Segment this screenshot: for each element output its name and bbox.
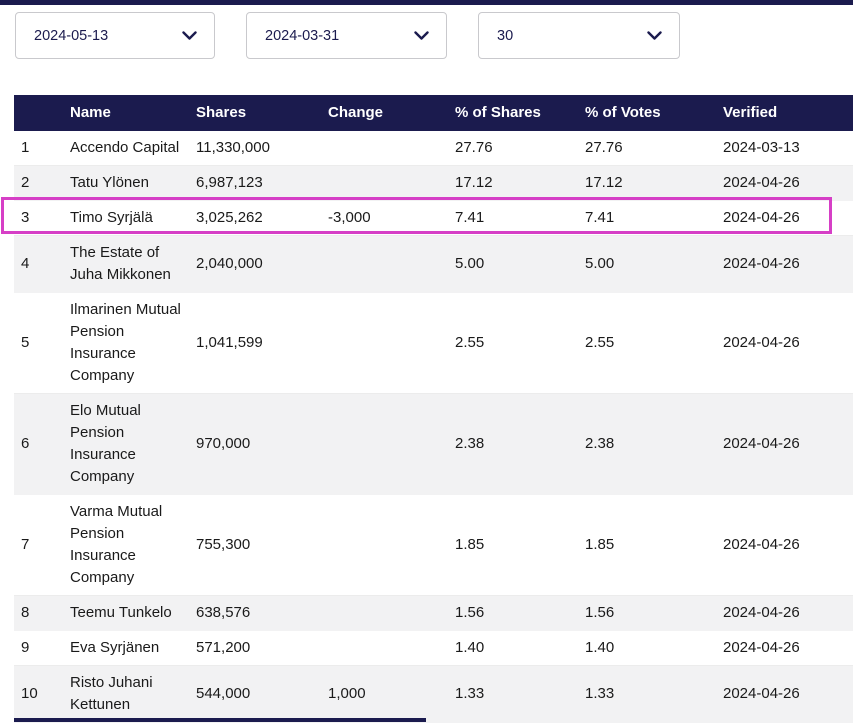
filter-date-2-select[interactable]: 2024-03-31 xyxy=(246,12,447,59)
cell-verified: 2024-04-26 xyxy=(723,639,800,656)
cell-pct_shares: 17.12 xyxy=(455,174,493,191)
col-header-shares: Shares xyxy=(196,104,247,121)
cell-shares: 638,576 xyxy=(196,604,251,621)
cell-rank: 6 xyxy=(21,435,30,452)
chevron-down-icon xyxy=(414,30,429,41)
table-row: 2 Tatu Ylönen 6,987,123 17.12 17.12 2024-04-2… xyxy=(14,166,853,201)
cell-rank: 1 xyxy=(21,139,30,156)
cell-pct_votes: 1.40 xyxy=(585,639,615,656)
table-row: 10 Risto Juhani Kettunen 544,000 1,000 1.33 1… xyxy=(14,666,853,723)
table-body: 1 Accendo Capital 11,330,000 27.76 27.76 2024… xyxy=(14,131,853,723)
cell-pct_shares: 1.33 xyxy=(455,685,485,702)
shareholders-table: Name Shares Change % of Shares % of Votes Ver… xyxy=(14,95,853,723)
cell-name: Varma Mutual Pension Insurance Company xyxy=(70,503,163,586)
table-header-row: Name Shares Change % of Shares % of Votes Ver… xyxy=(14,95,853,131)
cell-shares: 544,000 xyxy=(196,685,251,702)
filter-bar: 2024-05-13 2024-03-31 30 xyxy=(15,12,680,59)
cell-shares: 11,330,000 xyxy=(196,139,270,156)
cell-pct_votes: 5.00 xyxy=(585,255,615,272)
cell-verified: 2024-04-26 xyxy=(723,255,800,272)
cell-pct_votes: 2.55 xyxy=(585,334,615,351)
table-row: 7 Varma Mutual Pension Insurance Company 7… xyxy=(14,495,853,596)
cell-name: Ilmarinen Mutual Pension Insurance Compa… xyxy=(70,301,181,384)
cell-pct_shares: 1.40 xyxy=(455,639,485,656)
cell-name: Risto Juhani Kettunen xyxy=(70,674,153,713)
cell-pct_shares: 27.76 xyxy=(455,139,493,156)
cell-pct_shares: 1.85 xyxy=(455,536,485,553)
cell-name: Elo Mutual Pension Insurance Company xyxy=(70,402,141,485)
cell-rank: 7 xyxy=(21,536,30,553)
cell-rank: 4 xyxy=(21,255,30,272)
table-row: 1 Accendo Capital 11,330,000 27.76 27.76 2024… xyxy=(14,131,853,166)
cell-verified: 2024-04-26 xyxy=(723,174,800,191)
filter-count-select[interactable]: 30 xyxy=(478,12,680,59)
cell-name: Timo Syrjälä xyxy=(70,209,153,226)
cell-shares: 2,040,000 xyxy=(196,255,263,272)
cell-change: -3,000 xyxy=(328,209,371,226)
cell-shares: 1,041,599 xyxy=(196,334,263,351)
cell-pct_votes: 2.38 xyxy=(585,435,615,452)
table-row: 3 Timo Syrjälä 3,025,262 -3,000 7.41 7.41 2024… xyxy=(14,201,853,236)
cell-verified: 2024-04-26 xyxy=(723,334,800,351)
cell-rank: 2 xyxy=(21,174,30,191)
cell-shares: 571,200 xyxy=(196,639,251,656)
col-header-pct-votes: % of Votes xyxy=(585,104,661,121)
col-header-name: Name xyxy=(70,104,111,121)
cell-name: Teemu Tunkelo xyxy=(70,604,172,621)
cell-name: Eva Syrjänen xyxy=(70,639,160,656)
cell-change: 1,000 xyxy=(328,685,366,702)
table-row: 6 Elo Mutual Pension Insurance Company 970… xyxy=(14,394,853,495)
cell-name: Tatu Ylönen xyxy=(70,174,149,191)
cell-verified: 2024-04-26 xyxy=(723,604,800,621)
filter-date-1-value: 2024-05-13 xyxy=(34,27,109,44)
col-header-pct-shares: % of Shares xyxy=(455,104,541,121)
filter-date-2-value: 2024-03-31 xyxy=(265,27,340,44)
cell-shares: 6,987,123 xyxy=(196,174,263,191)
cell-pct_shares: 5.00 xyxy=(455,255,485,272)
cell-rank: 9 xyxy=(21,639,30,656)
cell-pct_votes: 1.33 xyxy=(585,685,615,702)
cell-pct_votes: 27.76 xyxy=(585,139,623,156)
cell-verified: 2024-04-26 xyxy=(723,685,800,702)
cell-rank: 8 xyxy=(21,604,30,621)
filter-date-1-select[interactable]: 2024-05-13 xyxy=(15,12,215,59)
cell-shares: 970,000 xyxy=(196,435,251,452)
cell-verified: 2024-04-26 xyxy=(723,435,800,452)
table-row: 5 Ilmarinen Mutual Pension Insurance Comp… xyxy=(14,293,853,394)
horizontal-scrollbar-thumb[interactable] xyxy=(14,718,426,722)
horizontal-scrollbar xyxy=(14,718,853,722)
table-row: 9 Eva Syrjänen 571,200 1.40 1.40 2024-04-26 xyxy=(14,631,853,666)
cell-name: Accendo Capital xyxy=(70,139,180,156)
table-row: 8 Teemu Tunkelo 638,576 1.56 1.56 2024-04-26 xyxy=(14,596,853,631)
cell-shares: 755,300 xyxy=(196,536,251,553)
cell-verified: 2024-03-13 xyxy=(723,139,800,156)
cell-verified: 2024-04-26 xyxy=(723,209,800,226)
cell-pct_votes: 17.12 xyxy=(585,174,623,191)
chevron-down-icon xyxy=(182,30,197,41)
col-header-change: Change xyxy=(328,104,384,121)
cell-rank: 5 xyxy=(21,334,30,351)
col-header-verified: Verified xyxy=(723,104,778,121)
cell-pct_votes: 7.41 xyxy=(585,209,615,226)
cell-rank: 3 xyxy=(21,209,30,226)
cell-shares: 3,025,262 xyxy=(196,209,263,226)
cell-verified: 2024-04-26 xyxy=(723,536,800,553)
cell-pct_votes: 1.56 xyxy=(585,604,615,621)
cell-pct_shares: 1.56 xyxy=(455,604,485,621)
cell-pct_shares: 7.41 xyxy=(455,209,485,226)
filter-count-value: 30 xyxy=(497,27,514,44)
cell-name: The Estate of Juha Mikkonen xyxy=(70,244,171,283)
cell-pct_votes: 1.85 xyxy=(585,536,615,553)
chevron-down-icon xyxy=(647,30,662,41)
cell-rank: 10 xyxy=(21,685,38,702)
top-navy-bar xyxy=(0,0,853,5)
table-row: 4 The Estate of Juha Mikkonen 2,040,000 5.0… xyxy=(14,236,853,293)
cell-pct_shares: 2.38 xyxy=(455,435,485,452)
cell-pct_shares: 2.55 xyxy=(455,334,485,351)
